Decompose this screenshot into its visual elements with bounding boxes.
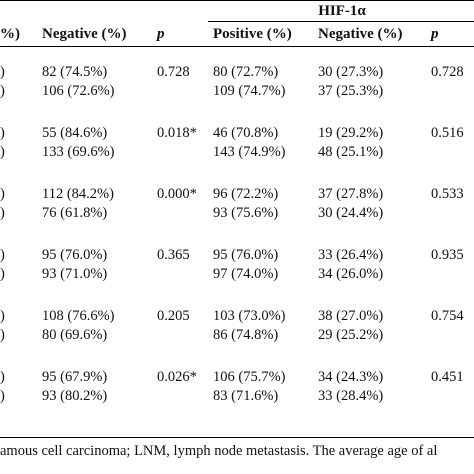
table-cell: 96 (72.2%) bbox=[213, 186, 279, 202]
table-cell: 82 (74.5%) bbox=[42, 64, 108, 80]
table-cell: 0.728 bbox=[157, 64, 190, 80]
table-cell: 48 (25.1%) bbox=[318, 144, 384, 160]
table-cell: 34 (24.3%) bbox=[318, 369, 384, 385]
table-cell: 0.026* bbox=[157, 369, 197, 385]
table-cell: 112 (84.2%) bbox=[42, 186, 114, 202]
table-cell: 103 (73.0%) bbox=[213, 308, 286, 324]
table-cell: 76 (61.8%) bbox=[42, 205, 108, 221]
table-cell: ) bbox=[0, 266, 5, 282]
column-header-negative: Negative (%) bbox=[42, 26, 127, 42]
header-rule bbox=[0, 46, 474, 47]
table-cell: 34 (26.0%) bbox=[318, 266, 384, 282]
table-cell: 0.516 bbox=[431, 125, 464, 141]
table-cell: 133 (69.6%) bbox=[42, 144, 115, 160]
table-cell: 95 (76.0%) bbox=[42, 247, 108, 263]
table-cell: ) bbox=[0, 125, 5, 141]
table-cell: 143 (74.9%) bbox=[213, 144, 286, 160]
table-cell: 0.728 bbox=[431, 64, 464, 80]
group-header-rule bbox=[208, 21, 474, 22]
table-cell: 0.935 bbox=[431, 247, 464, 263]
table-cell: 97 (74.0%) bbox=[213, 266, 279, 282]
table-cell: 0.533 bbox=[431, 186, 464, 202]
table-cell: 95 (67.9%) bbox=[42, 369, 108, 385]
table-cell: 108 (76.6%) bbox=[42, 308, 115, 324]
table-cell: ) bbox=[0, 388, 5, 404]
table-cell: 93 (80.2%) bbox=[42, 388, 108, 404]
column-header-0: %) bbox=[0, 26, 20, 42]
column-header-positive: Positive (%) bbox=[213, 26, 292, 42]
table-cell: ) bbox=[0, 144, 5, 160]
table-cell: 30 (27.3%) bbox=[318, 64, 384, 80]
table-cell: 0.000* bbox=[157, 186, 197, 202]
table-cell: 37 (27.8%) bbox=[318, 186, 384, 202]
table-cell: 37 (25.3%) bbox=[318, 83, 384, 99]
table-cell: 80 (72.7%) bbox=[213, 64, 279, 80]
table-cell: 0.205 bbox=[157, 308, 190, 324]
column-header-p: p bbox=[157, 26, 165, 42]
table-cell: 86 (74.8%) bbox=[213, 327, 279, 343]
table-cell: 95 (76.0%) bbox=[213, 247, 279, 263]
column-header-p-2: p bbox=[431, 26, 439, 42]
table-cell: 46 (70.8%) bbox=[213, 125, 279, 141]
table-cell: 38 (27.0%) bbox=[318, 308, 384, 324]
table-cell: 83 (71.6%) bbox=[213, 388, 279, 404]
table-cell: 55 (84.6%) bbox=[42, 125, 108, 141]
table-cell: ) bbox=[0, 64, 5, 80]
table-cell: 93 (75.6%) bbox=[213, 205, 279, 221]
group-header-hif1a: HIF-1α bbox=[318, 3, 366, 19]
table-top-rule bbox=[0, 0, 474, 1]
column-header-negative-2: Negative (%) bbox=[318, 26, 403, 42]
table-cell: ) bbox=[0, 327, 5, 343]
table-cell: ) bbox=[0, 186, 5, 202]
table-cell: ) bbox=[0, 205, 5, 221]
table-cell: 19 (29.2%) bbox=[318, 125, 384, 141]
table-cell: 80 (69.6%) bbox=[42, 327, 108, 343]
table-cell: 33 (26.4%) bbox=[318, 247, 384, 263]
table-footnote: amous cell carcinoma; LNM, lymph node me… bbox=[0, 443, 438, 459]
table-cell: ) bbox=[0, 308, 5, 324]
table-cell: ) bbox=[0, 83, 5, 99]
table-cell: 109 (74.7%) bbox=[213, 83, 286, 99]
table-cell: 106 (72.6%) bbox=[42, 83, 115, 99]
table-cell: 33 (28.4%) bbox=[318, 388, 384, 404]
table-bottom-rule bbox=[0, 437, 474, 438]
table-cell: 106 (75.7%) bbox=[213, 369, 286, 385]
table-cell: ) bbox=[0, 247, 5, 263]
table-cell: 0.365 bbox=[157, 247, 190, 263]
table-cell: 0.018* bbox=[157, 125, 197, 141]
table-cell: 0.754 bbox=[431, 308, 464, 324]
table-cell: 93 (71.0%) bbox=[42, 266, 108, 282]
table-cell: 29 (25.2%) bbox=[318, 327, 384, 343]
table-cell: 0.451 bbox=[431, 369, 464, 385]
table-cell: 30 (24.4%) bbox=[318, 205, 384, 221]
table-cell: ) bbox=[0, 369, 5, 385]
